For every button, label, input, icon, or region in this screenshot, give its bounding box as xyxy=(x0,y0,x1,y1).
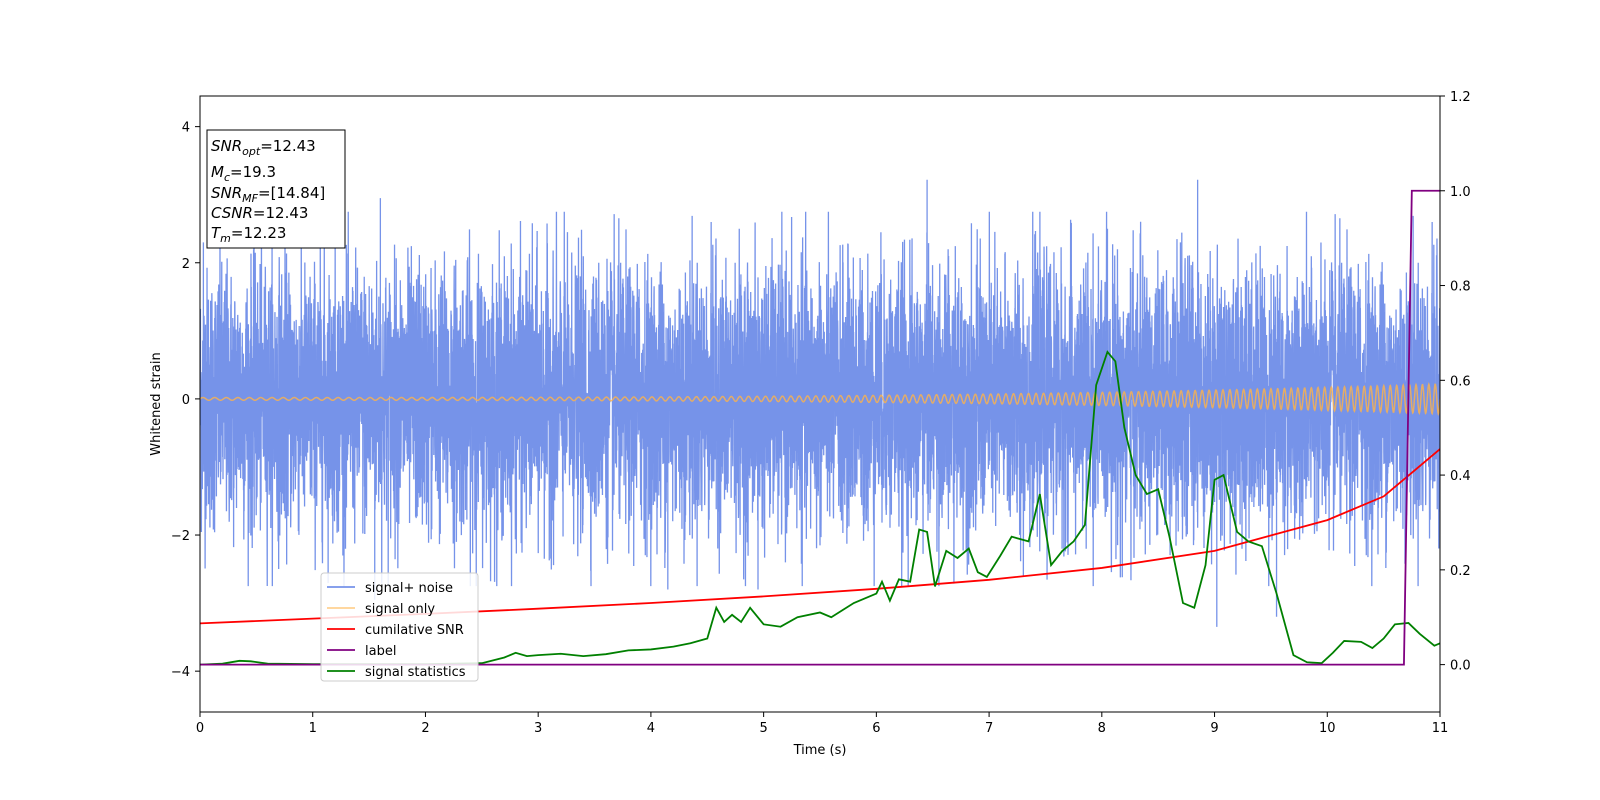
x-axis-title: Time (s) xyxy=(793,743,847,758)
y2-tick-label: 1.0 xyxy=(1450,185,1471,200)
legend-label: cumilative SNR xyxy=(365,623,464,638)
y2-tick-label: 0.6 xyxy=(1450,374,1471,389)
x-tick-label: 9 xyxy=(1210,721,1218,736)
info-box: SNRopt=12.43 Mc=19.3 SNRMF=[14.84] CSNR=… xyxy=(206,129,346,249)
legend-label: signal+ noise xyxy=(365,581,453,596)
y-tick-label: 4 xyxy=(182,121,190,136)
info-box-frame xyxy=(206,129,346,249)
series-label xyxy=(200,189,1440,666)
info-mc: Mc=19.3 xyxy=(211,163,276,184)
x-tick-label: 8 xyxy=(1098,721,1106,736)
plot-frame xyxy=(199,95,1441,713)
x-tick-label: 11 xyxy=(1432,721,1449,736)
y2-tick-label: 0.8 xyxy=(1450,280,1471,295)
info-csnr: CSNR=12.43 xyxy=(211,204,308,222)
y2-tick-label: 0.0 xyxy=(1450,659,1471,674)
y-tick-label: 0 xyxy=(182,393,190,408)
x-tick-label: 6 xyxy=(872,721,880,736)
x-tick-label: 4 xyxy=(647,721,655,736)
x-tick-label: 1 xyxy=(309,721,317,736)
x-tick-label: 5 xyxy=(759,721,767,736)
y-tick-label: −2 xyxy=(171,529,190,544)
x-tick-label: 10 xyxy=(1319,721,1336,736)
y-tick-label: −4 xyxy=(171,665,190,680)
y2-tick-label: 1.2 xyxy=(1450,90,1471,105)
y2-tick-label: 0.4 xyxy=(1450,469,1471,484)
series-signal-only xyxy=(200,381,1440,416)
info-snr-mf: SNRMF=[14.84] xyxy=(211,184,325,205)
x-tick-label: 7 xyxy=(985,721,993,736)
legend-frame xyxy=(320,572,479,682)
y-axis-title: Whitened strain xyxy=(149,352,164,455)
legend-label: label xyxy=(365,644,396,659)
y-tick-label: 2 xyxy=(182,257,190,272)
x-tick-label: 2 xyxy=(421,721,429,736)
info-snr-opt: SNRopt=12.43 xyxy=(211,137,316,158)
legend: signal+ noise signal only cumilative SNR la… xyxy=(320,572,479,682)
legend-label: signal only xyxy=(365,602,435,617)
x-tick-label: 3 xyxy=(534,721,542,736)
series-signal-noise xyxy=(200,179,1440,627)
y2-tick-label: 0.2 xyxy=(1450,564,1471,579)
info-tm: Tm=12.23 xyxy=(211,224,286,245)
x-tick-label: 0 xyxy=(196,721,204,736)
legend-label: signal statistics xyxy=(365,665,466,680)
series-signal-statistics xyxy=(200,350,1440,666)
